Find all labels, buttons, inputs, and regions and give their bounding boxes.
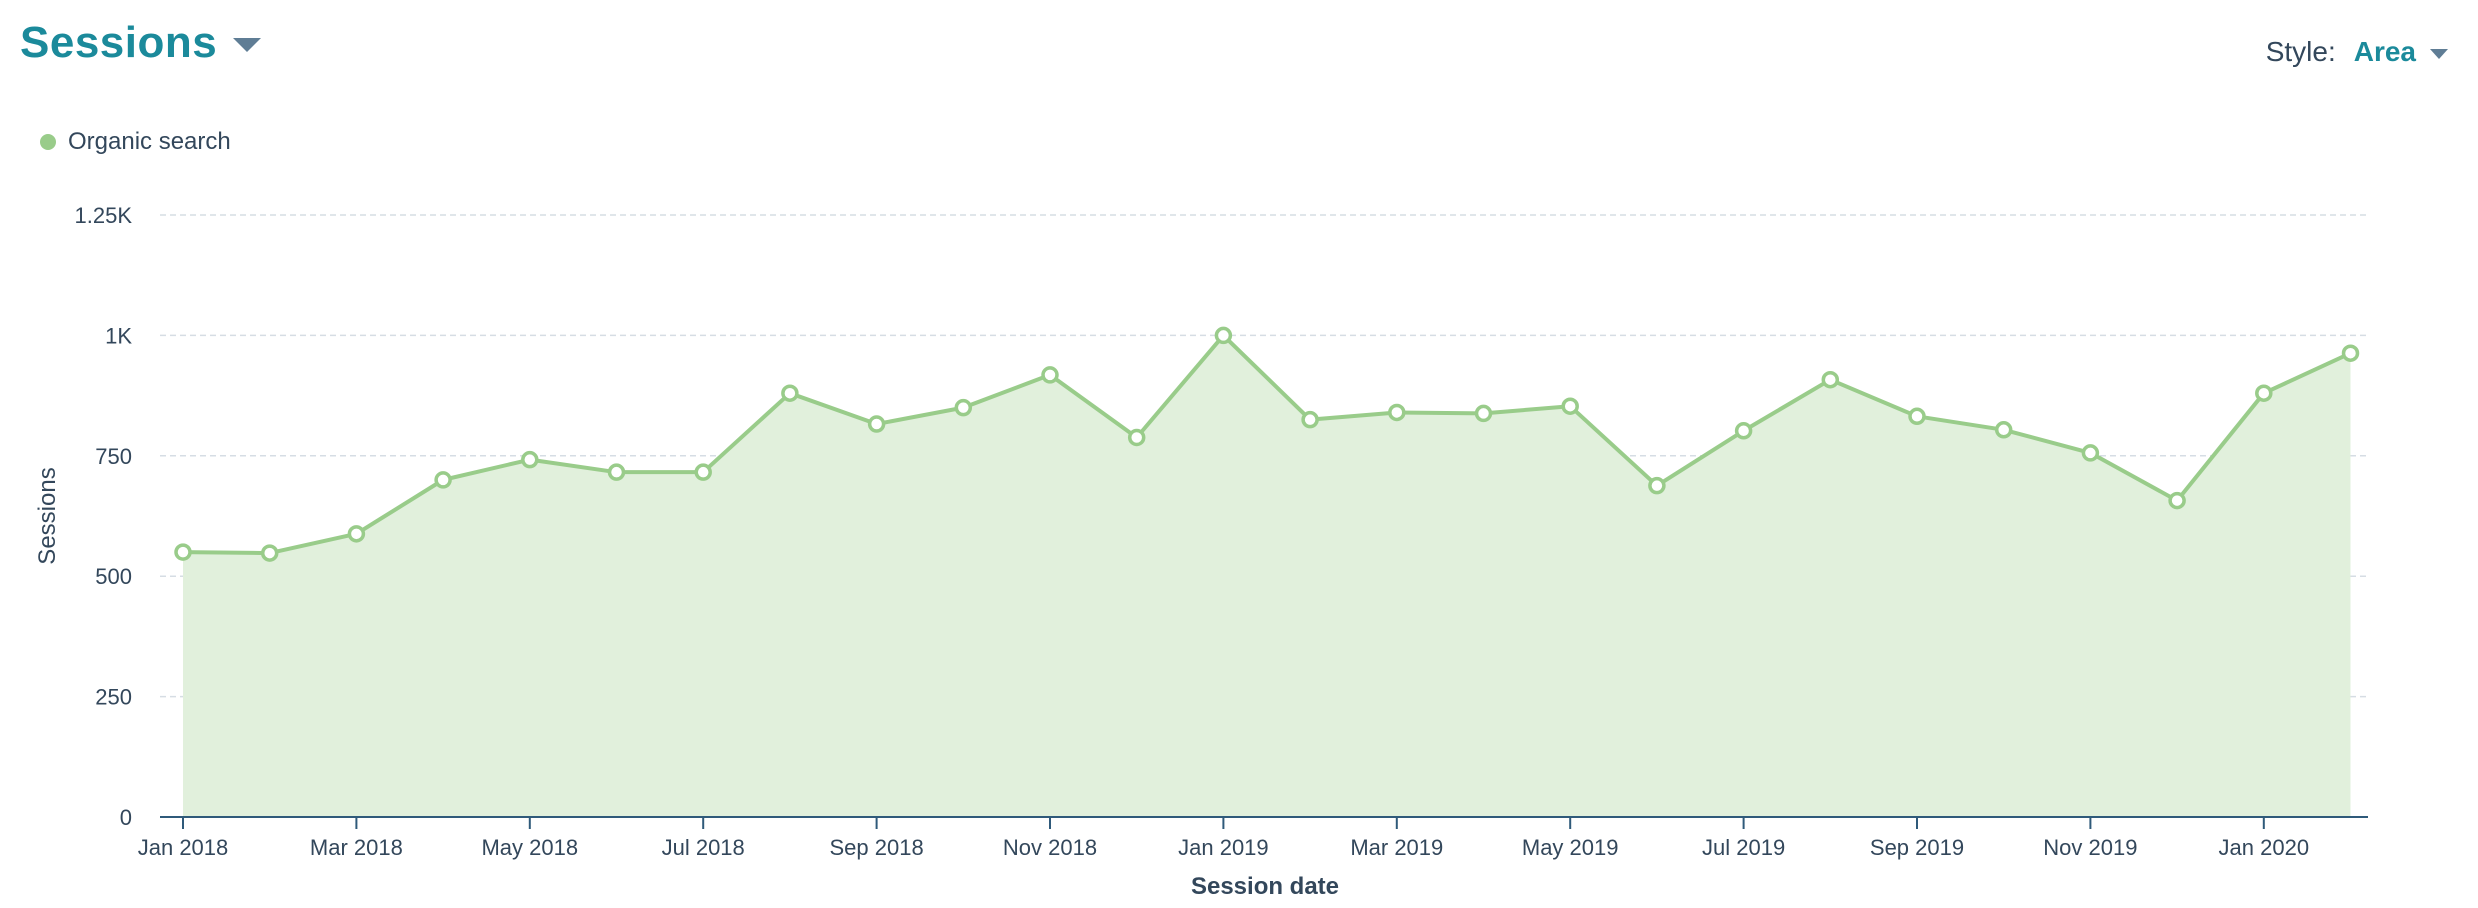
data-point <box>174 543 192 561</box>
y-tick-label: 250 <box>95 685 132 710</box>
data-point <box>1474 404 1493 423</box>
data-point <box>781 384 799 402</box>
data-point <box>1994 421 2013 439</box>
report-title: Sessions <box>20 18 218 67</box>
axes <box>160 816 2368 829</box>
data-point <box>867 415 886 433</box>
x-tick-label: Nov 2018 <box>1003 835 1097 860</box>
data-point <box>1908 407 1926 426</box>
data-point <box>607 463 626 481</box>
data-point <box>1388 403 1406 422</box>
x-tick-label: Mar 2018 <box>310 835 403 860</box>
y-tick-label: 500 <box>95 564 132 589</box>
data-point <box>1127 428 1146 447</box>
data-point <box>1041 366 1059 384</box>
axis-labels: 0 250 500 750 1K 1.25K Jan 2018 Mar 2018 May 201… <box>34 203 2309 900</box>
data-point <box>2081 444 2100 462</box>
data-point <box>1561 397 1579 415</box>
chart-legend: Organic search <box>40 128 231 156</box>
data-point <box>521 450 539 469</box>
caret-down-icon <box>233 38 262 52</box>
data-point <box>434 471 452 489</box>
legend-label: Organic search <box>68 128 231 155</box>
data-point <box>2255 384 2273 402</box>
x-tick-label: May 2018 <box>481 835 578 860</box>
series-area <box>183 335 2351 817</box>
style-selector[interactable]: Style: Area <box>2266 36 2448 68</box>
chart-header: Sessions Style: Area <box>0 0 2478 110</box>
y-tick-label: 1.25K <box>75 203 133 228</box>
data-point <box>347 525 366 543</box>
style-label: Style: <box>2265 36 2336 67</box>
data-point <box>1648 476 1666 495</box>
x-tick-label: Jul 2019 <box>1702 835 1785 860</box>
caret-down-icon[interactable] <box>2430 49 2448 59</box>
data-point <box>1214 326 1233 345</box>
data-point <box>2341 344 2360 362</box>
report-title-dropdown[interactable]: Sessions <box>20 18 262 68</box>
series-line <box>181 333 2353 556</box>
data-point <box>1734 422 1753 440</box>
x-tick-label: Sep 2019 <box>1870 835 1964 860</box>
x-tick-label: Nov 2019 <box>2043 835 2137 860</box>
data-point <box>2168 491 2186 510</box>
x-tick-label: Sep 2018 <box>829 835 923 860</box>
data-point <box>1821 370 1840 389</box>
series-line-group <box>181 333 2353 556</box>
x-tick-label: Jan 2020 <box>2219 835 2310 860</box>
x-tick-label: Jan 2018 <box>138 835 229 860</box>
y-tick-label: 0 <box>120 805 132 830</box>
data-point <box>954 398 973 417</box>
legend-swatch <box>40 134 56 150</box>
y-tick-label: 750 <box>95 444 132 469</box>
y-tick-label: 1K <box>105 323 132 348</box>
x-tick-label: Jul 2018 <box>662 835 745 860</box>
series-area-group <box>183 335 2351 817</box>
data-point <box>260 544 279 562</box>
data-point <box>1301 410 1319 429</box>
style-dropdown-value[interactable]: Area <box>2353 36 2416 67</box>
data-point <box>694 463 712 481</box>
x-tick-label: Mar 2019 <box>1350 835 1443 860</box>
x-axis-title: Session date <box>1191 873 1339 900</box>
x-tick-label: Jan 2019 <box>1178 835 1269 860</box>
series-points <box>174 326 2360 562</box>
y-axis-title: Sessions <box>34 467 61 564</box>
x-tick-label: May 2019 <box>1522 835 1619 860</box>
